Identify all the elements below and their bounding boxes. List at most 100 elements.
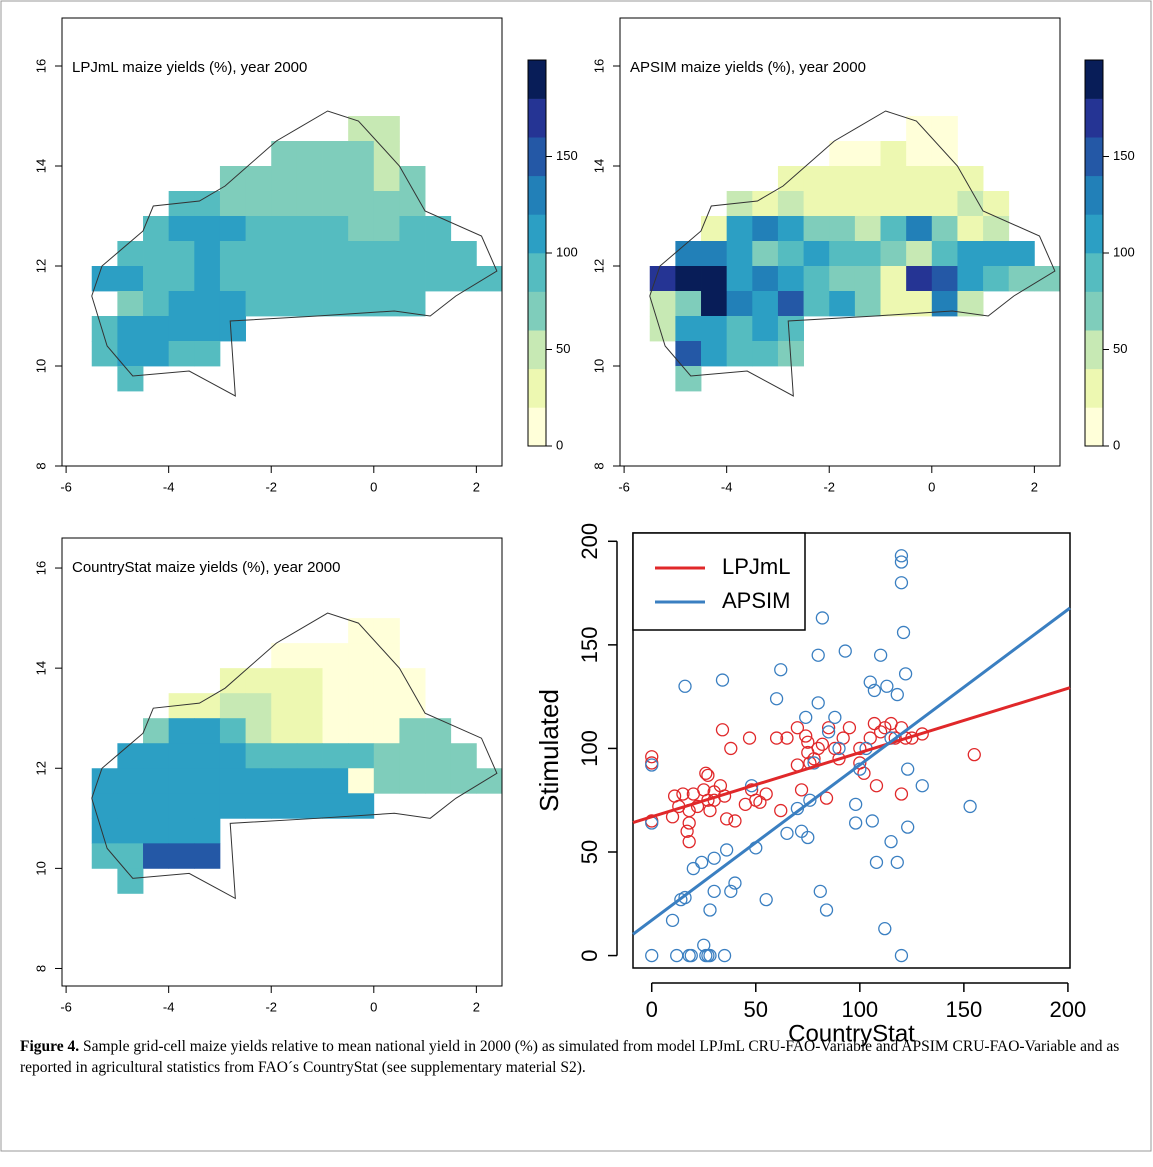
point: [813, 884, 827, 899]
grid-cell: [219, 718, 246, 744]
grid-cell: [219, 266, 246, 292]
grid-cell: [752, 316, 779, 342]
grid-cell: [348, 693, 375, 719]
point: [828, 710, 842, 725]
grid-cell: [675, 291, 702, 317]
grid-cell: [701, 216, 728, 242]
grid-cell: [117, 266, 144, 292]
point: [665, 913, 680, 928]
colorbar-band: [1085, 137, 1103, 177]
grid-cell: [296, 668, 323, 694]
grid-cell: [983, 241, 1010, 267]
grid-cell: [373, 166, 400, 192]
grid-cell: [957, 266, 984, 292]
grid-cell: [219, 693, 246, 719]
grid-cell: [425, 718, 452, 744]
grid-cell: [117, 768, 144, 794]
point: [853, 756, 867, 770]
y-tick-label: 10: [591, 359, 606, 373]
point: [811, 648, 825, 662]
grid-cell: [245, 166, 272, 192]
grid-cell: [322, 643, 349, 669]
grid-cell: [168, 743, 195, 769]
grid-cell: [271, 141, 298, 167]
colorbar-tick-label: 100: [556, 244, 578, 259]
point: [690, 799, 705, 814]
y-tick-label: 12: [33, 259, 48, 273]
grid-cell: [194, 818, 221, 844]
grid-cell: [117, 366, 144, 392]
grid-cell: [348, 743, 375, 769]
colorbar-band: [1085, 175, 1103, 215]
point: [894, 555, 909, 569]
point: [878, 921, 892, 936]
grid-cell: [777, 316, 804, 342]
y-tick-label: 150: [577, 626, 602, 663]
colorbar-band: [528, 407, 546, 447]
point: [759, 892, 773, 907]
grid-cell: [726, 341, 753, 367]
grid-cell: [143, 341, 170, 367]
grid-cell: [983, 266, 1010, 292]
grid-cell: [348, 141, 375, 167]
point: [842, 721, 857, 735]
grid-cell: [168, 843, 195, 869]
grid-cell: [880, 241, 907, 267]
grid-cell: [701, 291, 728, 317]
point: [717, 948, 732, 963]
plot-frame: [632, 532, 1071, 969]
grid-cell: [399, 191, 426, 217]
point: [715, 723, 730, 737]
caption: Figure 4. Sample grid-cell maize yields …: [20, 1036, 1130, 1078]
grid-cell: [957, 191, 984, 217]
grid-cell: [373, 191, 400, 217]
grid-cell: [117, 743, 144, 769]
point: [728, 876, 742, 890]
grid-cell: [803, 216, 830, 242]
map-title: APSIM maize yields (%), year 2000: [630, 59, 866, 76]
grid-cell: [143, 291, 170, 317]
colorbar-tick-label: 50: [1113, 341, 1127, 356]
colorbar-tick-label: 50: [556, 341, 570, 356]
point: [815, 611, 830, 625]
point: [811, 696, 825, 710]
grid-cell: [296, 241, 323, 267]
point: [715, 673, 730, 687]
grid-cell: [219, 316, 246, 342]
grid-cell: [931, 116, 958, 142]
grid-cell: [906, 166, 933, 192]
grid-cell: [168, 341, 195, 367]
grid-cell: [194, 216, 221, 242]
x-tick-label: -4: [163, 479, 175, 494]
grid-cell: [726, 316, 753, 342]
point: [867, 683, 882, 698]
grid-cell: [854, 291, 881, 317]
grid-cell: [117, 241, 144, 267]
point: [790, 721, 805, 735]
y-tick-label: 10: [33, 861, 48, 875]
grid-cell: [168, 266, 195, 292]
grid-cell: [649, 266, 676, 292]
legend-label: APSIM: [722, 588, 790, 613]
grid-cell: [854, 241, 881, 267]
grid-cell: [194, 191, 221, 217]
grid-cell: [854, 266, 881, 292]
point: [680, 824, 694, 838]
y-tick-label: 14: [591, 159, 606, 173]
grid-cell: [91, 793, 118, 819]
grid-cell: [194, 316, 221, 342]
point: [742, 731, 757, 745]
grid-cell: [194, 291, 221, 317]
grid-cell: [322, 141, 349, 167]
grid-cell: [803, 191, 830, 217]
point: [901, 762, 915, 776]
grid-cell: [143, 768, 170, 794]
grid-cell: [271, 643, 298, 669]
y-tick-label: 14: [33, 661, 48, 675]
grid-cell: [296, 141, 323, 167]
point: [821, 721, 836, 735]
grid-cell: [373, 668, 400, 694]
grid-cell: [245, 266, 272, 292]
grid-cell: [271, 693, 298, 719]
grid-cell: [373, 116, 400, 142]
